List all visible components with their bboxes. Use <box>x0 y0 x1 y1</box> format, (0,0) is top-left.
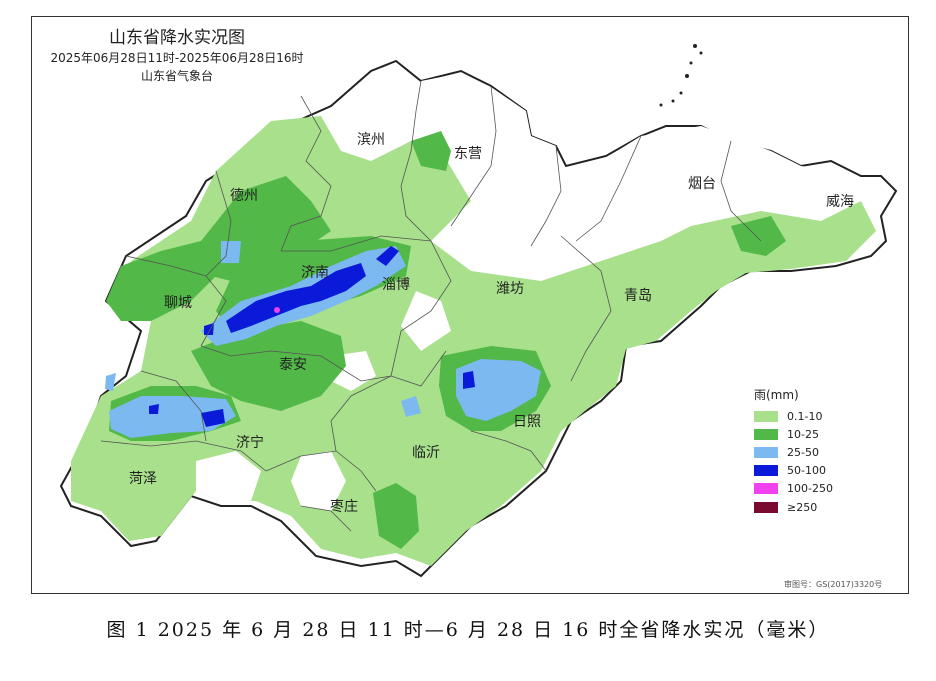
legend-item: 100-250 <box>754 480 833 498</box>
city-label-jinan: 济南 <box>301 265 329 281</box>
legend-swatch <box>754 410 778 422</box>
islands <box>659 44 703 107</box>
map-time-range: 2025年06月28日11时-2025年06月28日16时 <box>50 51 304 65</box>
map-agency: 山东省气象台 <box>140 69 213 83</box>
city-label-dongying: 东营 <box>454 146 482 162</box>
rainfall-legend: 雨(mm) 0.1-10 10-25 25-50 50-100 100-250 … <box>754 386 833 516</box>
precipitation-map <box>59 44 898 578</box>
legend-swatch <box>754 501 778 513</box>
rain-band-100-250 <box>274 307 280 313</box>
legend-label: 0.1-10 <box>787 409 823 423</box>
map-title-block: 山东省降水实况图 2025年06月28日11时-2025年06月28日16时 山… <box>32 27 322 85</box>
city-label-dezhou: 德州 <box>230 188 258 204</box>
city-label-yantai: 烟台 <box>688 176 716 192</box>
prefecture-boundaries <box>100 80 762 532</box>
city-label-binzhou: 滨州 <box>357 132 385 148</box>
legend-label: 10-25 <box>787 427 819 441</box>
city-label-zibo: 淄博 <box>382 277 410 293</box>
figure-caption: 图 1 2025 年 6 月 28 日 11 时—6 月 28 日 16 时全省… <box>106 619 830 641</box>
legend-item: 50-100 <box>754 462 833 480</box>
city-label-heze: 菏泽 <box>129 471 157 487</box>
city-label-rizhao: 日照 <box>513 414 541 430</box>
map-title: 山东省降水实况图 <box>109 28 245 48</box>
legend-item: 0.1-10 <box>754 407 833 425</box>
city-label-liaocheng: 聊城 <box>164 295 192 311</box>
legend-item: ≥250 <box>754 498 833 516</box>
legend-label: 50-100 <box>787 464 826 478</box>
map-frame: 山东省降水实况图 2025年06月28日11时-2025年06月28日16时 山… <box>31 16 909 594</box>
city-label-weifang: 潍坊 <box>496 281 524 297</box>
legend-item: 25-50 <box>754 443 833 461</box>
city-label-jining: 济宁 <box>236 435 264 451</box>
city-label-linyi: 临沂 <box>412 445 440 461</box>
legend-swatch <box>754 465 778 477</box>
legend-label: 25-50 <box>787 445 819 459</box>
city-label-weihai: 威海 <box>826 194 854 210</box>
legend-label: 100-250 <box>787 482 833 496</box>
rain-band-50-100 <box>149 246 475 427</box>
review-number: 审图号：GS(2017)3320号 <box>784 580 883 589</box>
legend-label: ≥250 <box>787 500 818 514</box>
legend-swatch <box>754 446 778 458</box>
city-label-qingdao: 青岛 <box>624 288 652 304</box>
city-label-taian: 泰安 <box>279 357 307 373</box>
legend-title: 雨(mm) <box>754 388 799 402</box>
legend-item: 10-25 <box>754 425 833 443</box>
legend-swatch <box>754 483 778 495</box>
city-label-zaozhuang: 枣庄 <box>330 499 358 515</box>
legend-swatch <box>754 428 778 440</box>
